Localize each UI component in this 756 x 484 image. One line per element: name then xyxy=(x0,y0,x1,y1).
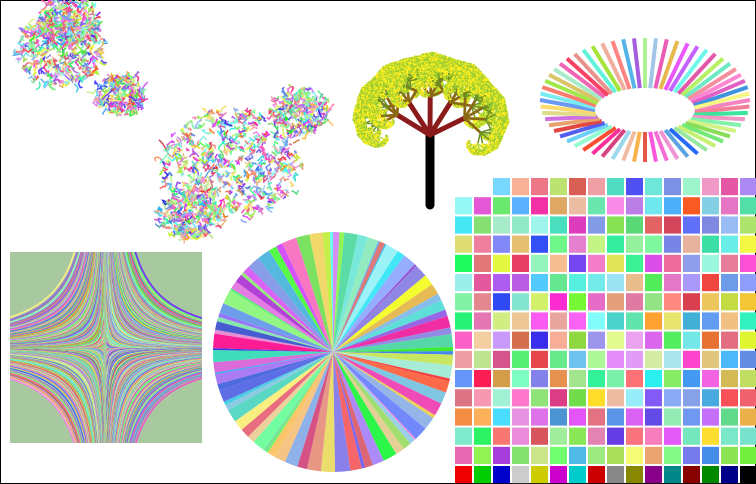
walk-segment xyxy=(198,116,199,119)
page: (() => { const NS = 'http://www.w3.org/2… xyxy=(0,0,756,484)
walk-segment xyxy=(290,144,292,145)
walk-segment xyxy=(182,235,183,238)
walk-segment xyxy=(31,55,38,56)
canvas xyxy=(0,0,756,484)
walk-segment xyxy=(54,18,60,19)
walk-segment xyxy=(207,132,212,133)
walk-segment xyxy=(216,110,218,111)
walk-segment xyxy=(141,89,142,92)
walk-segment xyxy=(251,206,252,211)
walk-segment xyxy=(53,17,54,23)
walk-segment xyxy=(112,100,118,101)
walk-segment xyxy=(198,126,202,127)
walk-segment xyxy=(269,169,271,172)
walk-segment xyxy=(258,118,261,120)
walk-segment xyxy=(293,167,295,170)
walk-segment xyxy=(210,113,215,114)
walk-segment xyxy=(126,110,127,111)
walk-segment xyxy=(322,97,324,99)
